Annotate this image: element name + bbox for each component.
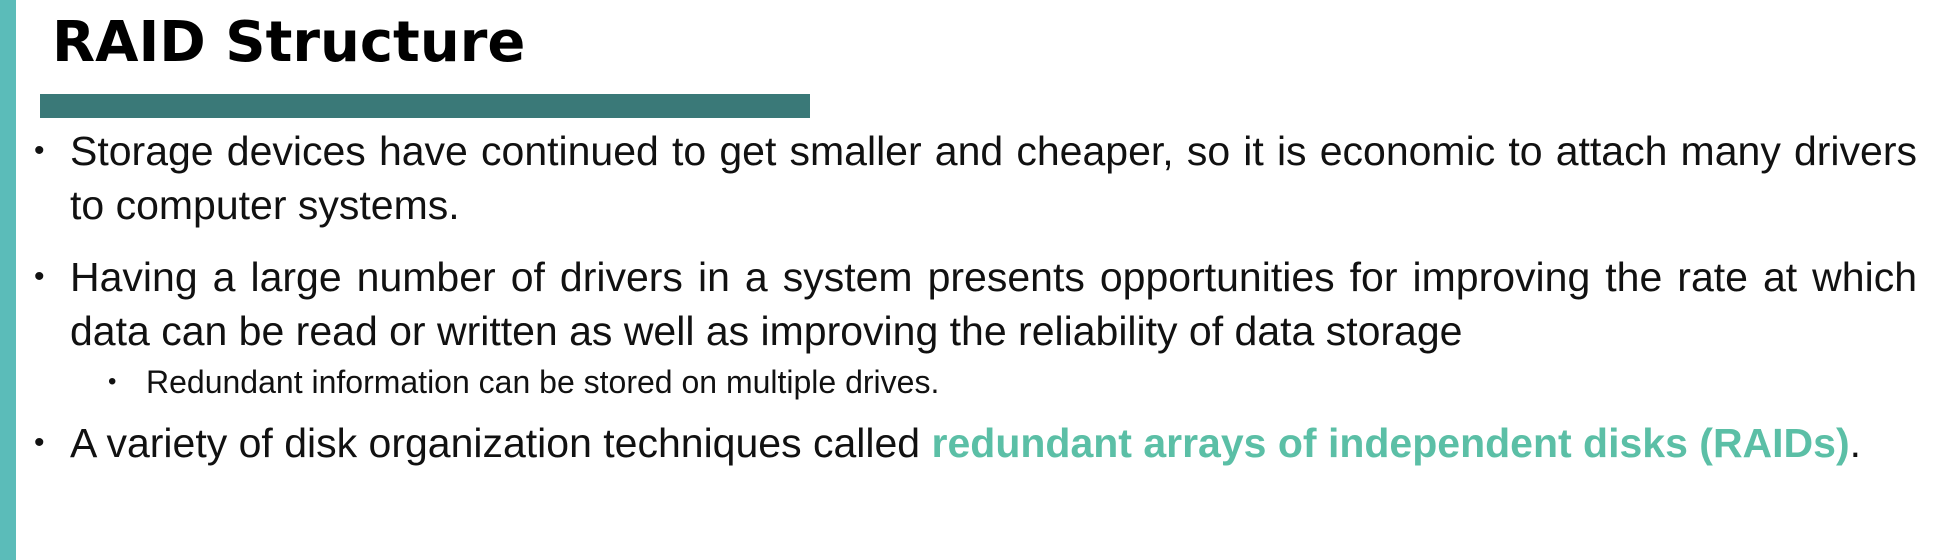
sub-bullet-text: Redundant information can be stored on m… bbox=[146, 364, 940, 400]
bullet-dot-icon: • bbox=[34, 260, 45, 293]
bullet-item-large-number-drivers: • Having a large number of drivers in a … bbox=[32, 250, 1917, 358]
bullet-dot-icon: • bbox=[34, 134, 45, 167]
bullet-text: Storage devices have continued to get sm… bbox=[70, 128, 1917, 228]
sub-bullet-dot-icon: • bbox=[108, 368, 117, 395]
bullet-item-storage-devices: • Storage devices have continued to get … bbox=[32, 124, 1917, 232]
bullet-text: Having a large number of drivers in a sy… bbox=[70, 254, 1917, 354]
bullet-list: • Storage devices have continued to get … bbox=[32, 124, 1917, 488]
left-accent-bar bbox=[0, 0, 16, 560]
sub-bullet-item-redundant-information: • Redundant information can be stored on… bbox=[32, 362, 1917, 402]
slide-title: RAID Structure bbox=[52, 10, 526, 75]
raid-highlight-term: redundant arrays of independent disks (R… bbox=[931, 420, 1850, 466]
bullet-text-before: A variety of disk organization technique… bbox=[70, 420, 932, 466]
bullet-text-after: . bbox=[1849, 420, 1862, 466]
title-underline-bar bbox=[40, 94, 810, 118]
bullet-dot-icon: • bbox=[34, 426, 45, 459]
bullet-item-raid-definition: • A variety of disk organization techniq… bbox=[32, 416, 1917, 470]
